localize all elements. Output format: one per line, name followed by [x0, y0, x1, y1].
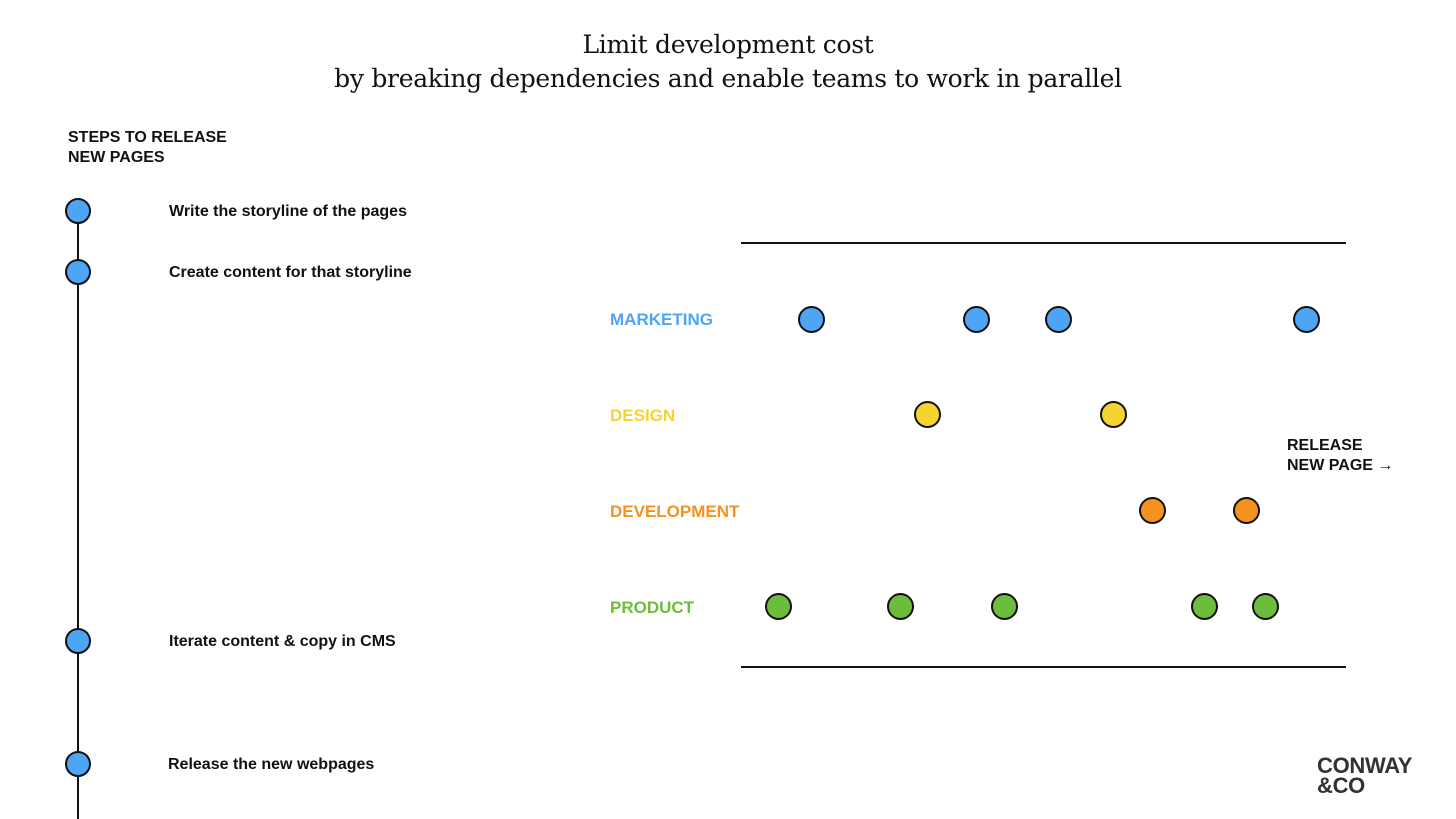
development-dot — [1233, 497, 1260, 524]
step-1-dot — [65, 198, 91, 224]
step-3-dot — [65, 628, 91, 654]
product-dot — [991, 593, 1018, 620]
steps-heading-line-2: NEW PAGES — [68, 149, 165, 166]
logo-line-1: CONWAY — [1317, 753, 1413, 778]
logo-line-2: &CO — [1317, 773, 1365, 798]
release-label-line-2: NEW PAGE → — [1287, 457, 1394, 474]
lane-label-design: DESIGN — [610, 406, 676, 425]
marketing-dot — [963, 306, 990, 333]
lane-label-marketing: MARKETING — [610, 310, 713, 329]
product-dot — [765, 593, 792, 620]
title-line-2: by breaking dependencies and enable team… — [334, 64, 1122, 93]
steps-timeline-line — [77, 210, 79, 819]
step-4-label: Release the new webpages — [168, 756, 375, 773]
lane-label-development: DEVELOPMENT — [610, 502, 740, 521]
step-4-dot — [65, 751, 91, 777]
lanes-bottom-line — [741, 666, 1346, 668]
marketing-dot — [1045, 306, 1072, 333]
design-dot — [914, 401, 941, 428]
page-title: Limit development cost by breaking depen… — [0, 28, 1456, 96]
lanes-top-line — [741, 242, 1346, 244]
release-label-line-1: RELEASE — [1287, 437, 1363, 454]
steps-heading: STEPS TO RELEASE NEW PAGES — [68, 128, 227, 168]
release-new-page-label: RELEASE NEW PAGE → — [1287, 436, 1393, 476]
product-dot — [1252, 593, 1279, 620]
step-2-label: Create content for that storyline — [169, 264, 412, 281]
step-3-label: Iterate content & copy in CMS — [169, 633, 396, 650]
marketing-dot — [1293, 306, 1320, 333]
step-1-label: Write the storyline of the pages — [169, 203, 407, 220]
product-dot — [1191, 593, 1218, 620]
step-2-dot — [65, 259, 91, 285]
lane-label-product: PRODUCT — [610, 598, 695, 617]
design-dot — [1100, 401, 1127, 428]
title-line-1: Limit development cost — [582, 30, 874, 59]
conway-logo: CONWAY &CO — [1317, 753, 1413, 798]
marketing-dot — [798, 306, 825, 333]
product-dot — [887, 593, 914, 620]
development-dot — [1139, 497, 1166, 524]
steps-heading-line-1: STEPS TO RELEASE — [68, 129, 227, 146]
